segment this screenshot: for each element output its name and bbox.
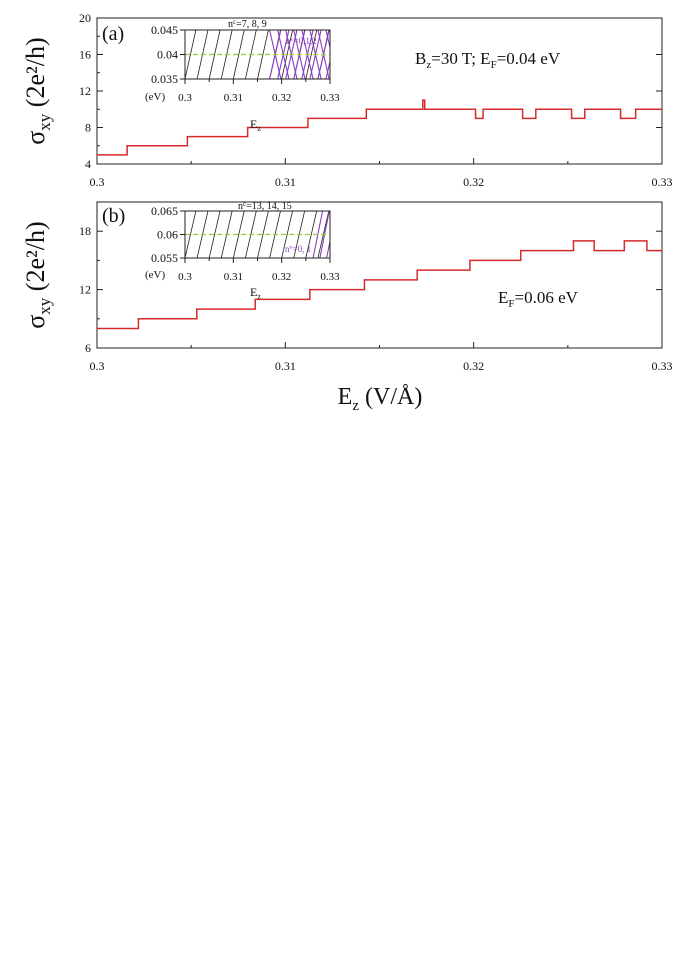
inset-conduction-level (257, 211, 269, 258)
x-tick-label: 0.32 (463, 359, 484, 373)
inset-valence-level (325, 30, 330, 50)
inset-y-unit-b: (eV) (145, 269, 165, 281)
panel-label-a: (a) (102, 23, 124, 45)
y-tick-label: 20 (79, 11, 91, 25)
inset-conduction-level (281, 30, 293, 79)
series-line-b (97, 240, 662, 330)
inset-x-tick-label: 0.31 (224, 92, 243, 104)
inset-conduction-level (305, 30, 318, 79)
panel-b: (b) 6 12 18 0.3 0.31 0.32 0.33 σxy (2e²/h) EF… (21, 200, 673, 414)
y-tick-label: 18 (79, 224, 91, 238)
inset-y-tick-label: 0.055 (151, 251, 178, 265)
y-axis-label-a: σxy (2e²/h) (21, 37, 54, 144)
series-line-a (97, 99, 662, 156)
inset-conduction-level (185, 211, 197, 258)
y-tick-label: 6 (85, 341, 91, 355)
y-tick-label: 12 (79, 84, 91, 98)
inset-x-tick-label: 0.3 (178, 271, 192, 283)
inset-label-black-b: nc=13, 14, 15 (238, 200, 292, 212)
x-ticks-b: 0.3 0.31 0.32 0.33 (90, 342, 673, 373)
inset-x-tick-label: 0.33 (320, 271, 340, 283)
inset-x-ticks-a: 0.3 0.31 0.32 0.33 (178, 79, 340, 104)
inset-y-tick-label: 0.045 (151, 23, 178, 37)
panel-a: (a) 4 8 12 16 20 0.3 0.31 0.32 0.33 σxy (2e²/h)… (21, 11, 673, 189)
y-tick-label: 16 (79, 48, 91, 62)
inset-y-ticks-a: 0.045 0.04 0.035 (151, 23, 185, 86)
inset-x-tick-label: 0.3 (178, 92, 192, 104)
x-tick-label: 0.3 (90, 359, 105, 373)
inset-y-ticks-b: 0.065 0.06 0.055 (151, 204, 185, 265)
inset-conduction-level (329, 256, 330, 258)
annotation-b: EF=0.06 eV (498, 288, 579, 310)
x-tick-label: 0.3 (90, 175, 105, 189)
inset-label-purple-a: nv=0,1,2 (286, 36, 317, 46)
inset-valence-level (325, 59, 330, 79)
x-tick-label: 0.31 (275, 175, 296, 189)
inset-y-unit-a: (eV) (145, 91, 165, 103)
x-tick-label: 0.33 (652, 359, 673, 373)
y-tick-label: 4 (85, 157, 91, 171)
inset-conduction-level (208, 211, 221, 258)
inset-x-label-b: Ez (250, 285, 261, 301)
inset-conduction-level (232, 30, 245, 79)
x-tick-label: 0.31 (275, 359, 296, 373)
inset-conduction-level (257, 30, 269, 79)
inset-a: 0.045 0.04 0.035 0.3 0.31 0.32 0.33 (eV) Ez n… (145, 18, 353, 133)
inset-conduction-level (208, 30, 221, 79)
y-ticks-b: 6 12 18 (79, 224, 662, 355)
x-tick-label: 0.32 (463, 175, 484, 189)
inset-x-ticks-b: 0.3 0.31 0.32 0.33 (178, 258, 340, 283)
inset-conduction-level (342, 211, 353, 258)
panel-label-b: (b) (102, 205, 125, 227)
x-tick-label: 0.33 (652, 175, 673, 189)
plot-frame-a (96, 17, 663, 165)
inset-y-tick-label: 0.035 (151, 72, 178, 86)
annotation-a: Bz=30 T; EF=0.04 eV (415, 49, 561, 71)
y-axis-label-b: σxy (2e²/h) (21, 221, 54, 328)
inset-x-tick-label: 0.31 (224, 271, 243, 283)
inset-valence-level (326, 238, 330, 258)
y-ticks-a: 4 8 12 16 20 (79, 11, 662, 171)
inset-x-tick-label: 0.32 (272, 92, 291, 104)
inset-conduction-level (342, 30, 353, 79)
inset-conduction-level (329, 77, 330, 79)
inset-conduction-level (281, 211, 293, 258)
inset-x-tick-label: 0.32 (272, 271, 291, 283)
inset-conduction-level (185, 30, 197, 79)
inset-y-tick-label: 0.065 (151, 204, 178, 218)
inset-y-tick-label: 0.06 (157, 228, 178, 242)
x-axis-label: Ez (V/Å) (338, 384, 423, 414)
inset-y-tick-label: 0.04 (157, 48, 178, 62)
inset-label-black-a: nc=7, 8, 9 (228, 18, 267, 30)
y-tick-label: 12 (79, 283, 91, 297)
inset-x-tick-label: 0.33 (320, 92, 340, 104)
y-tick-label: 8 (85, 121, 91, 135)
inset-conduction-level (232, 211, 245, 258)
inset-x-label-a: Ez (250, 117, 261, 133)
inset-b: 0.065 0.06 0.055 0.3 0.31 0.32 0.33 (eV) Ez n… (145, 200, 353, 301)
inset-label-purple-b: nv=0, 1 (285, 244, 311, 254)
inset-conduction-level (305, 211, 318, 258)
x-ticks-a: 0.3 0.31 0.32 0.33 (90, 158, 673, 189)
